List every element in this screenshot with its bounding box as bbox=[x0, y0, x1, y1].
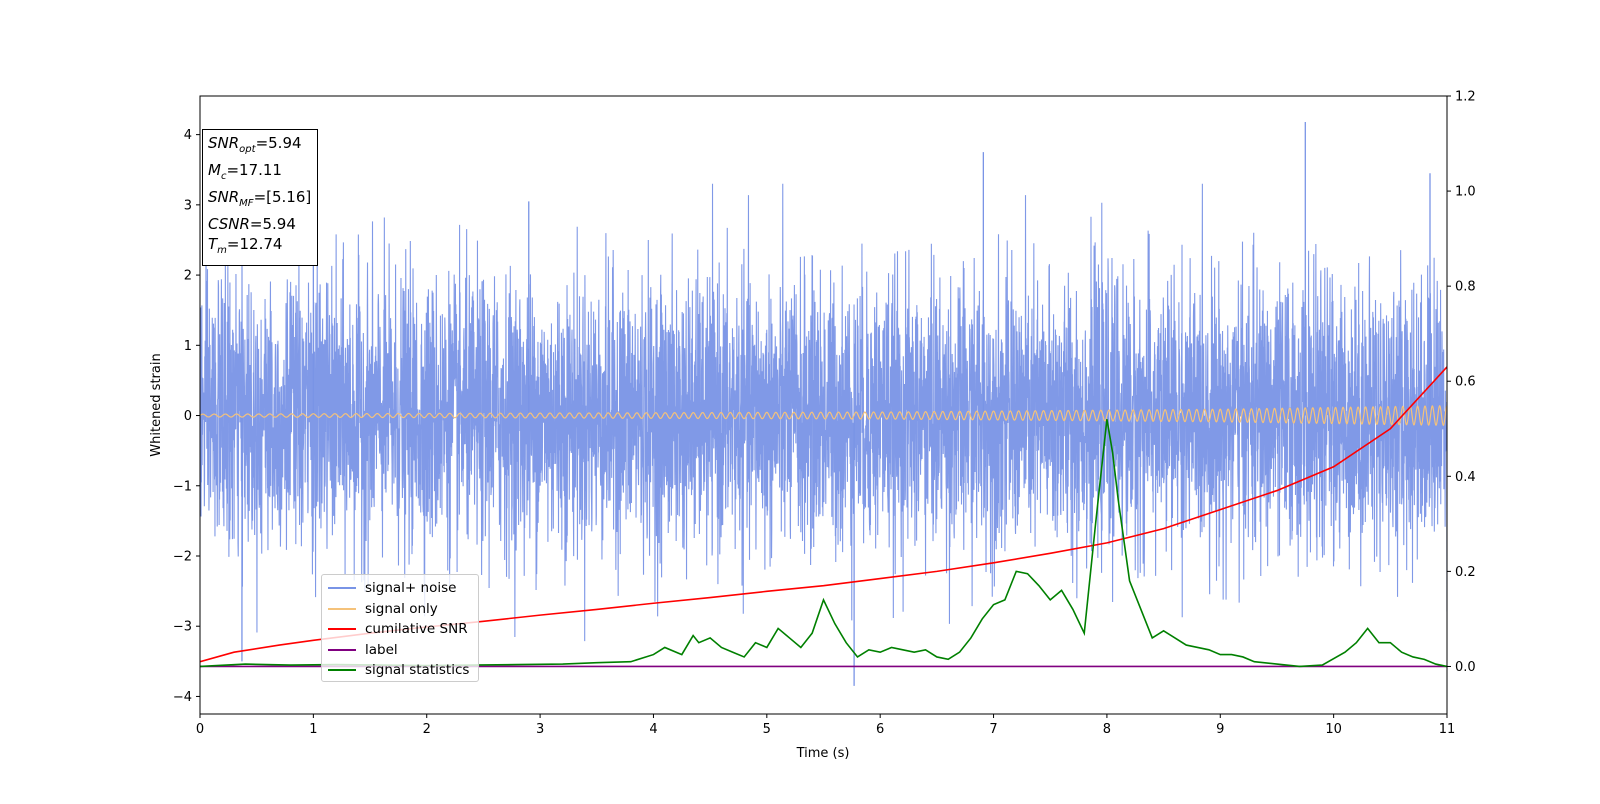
info-row: Mc=17.11 bbox=[208, 160, 311, 187]
x-tick-label: 4 bbox=[649, 722, 657, 737]
legend-item: signal statistics bbox=[328, 661, 469, 679]
info-symbol: T bbox=[208, 235, 218, 253]
info-value: =5.94 bbox=[255, 134, 302, 152]
signal-noise-line bbox=[200, 183, 1447, 642]
legend-item: signal+ noise bbox=[328, 579, 456, 597]
y-tick-label: −1 bbox=[173, 479, 192, 494]
signal-only-line bbox=[200, 405, 1447, 427]
y2-tick-label: 0.8 bbox=[1455, 280, 1476, 295]
info-value: =[5.16] bbox=[253, 188, 312, 206]
legend: signal+ noise signal only cumilative SNR la… bbox=[321, 574, 479, 682]
y-tick-label: 4 bbox=[184, 128, 192, 143]
info-subscript: MF bbox=[239, 198, 254, 209]
y-axis-ticks: −4 −3 −2 −1 0 1 2 3 4 bbox=[173, 128, 200, 705]
legend-label: cumilative SNR bbox=[365, 621, 468, 637]
x-axis-ticks: 0 1 2 3 4 5 6 7 8 9 10 11 bbox=[196, 714, 1455, 737]
y2-tick-label: 0.2 bbox=[1455, 565, 1476, 580]
legend-swatch bbox=[328, 648, 356, 651]
legend-swatch bbox=[328, 607, 356, 610]
signal-noise-series bbox=[200, 121, 1447, 686]
y2-tick-label: 1.2 bbox=[1455, 90, 1476, 105]
legend-item: cumilative SNR bbox=[328, 620, 468, 638]
signal-only-series bbox=[200, 405, 1447, 427]
info-symbol: SNR bbox=[208, 134, 240, 152]
x-tick-label: 2 bbox=[423, 722, 431, 737]
y2-tick-label: 0.6 bbox=[1455, 375, 1476, 390]
legend-item: signal only bbox=[328, 600, 438, 618]
x-tick-label: 3 bbox=[536, 722, 544, 737]
y-tick-label: −3 bbox=[173, 620, 192, 635]
y-tick-label: 1 bbox=[184, 339, 192, 354]
legend-label: signal only bbox=[365, 600, 438, 617]
y-tick-label: 2 bbox=[184, 269, 192, 284]
x-axis-label: Time (s) bbox=[796, 746, 850, 761]
info-value: =5.94 bbox=[249, 215, 296, 233]
legend-swatch bbox=[328, 669, 356, 671]
info-subscript: m bbox=[217, 245, 227, 256]
info-symbol: M bbox=[208, 161, 221, 179]
y-tick-label: 3 bbox=[184, 198, 192, 213]
x-tick-label: 8 bbox=[1103, 722, 1111, 737]
signal-statistics-line bbox=[200, 419, 1447, 668]
legend-swatch bbox=[328, 587, 356, 589]
x-tick-label: 1 bbox=[309, 722, 317, 737]
info-box: SNRopt=5.94 Mc=17.11 SNRMF=[5.16] CSNR=5.94… bbox=[202, 129, 319, 266]
x-tick-label: 6 bbox=[876, 722, 884, 737]
info-value: =12.74 bbox=[226, 235, 283, 253]
y2-axis-ticks: 0.0 0.2 0.4 0.6 0.8 1.0 1.2 bbox=[1447, 90, 1476, 675]
x-tick-label: 9 bbox=[1216, 722, 1224, 737]
info-row: SNRMF=[5.16] bbox=[208, 187, 311, 214]
legend-swatch bbox=[328, 628, 356, 630]
y2-tick-label: 0.4 bbox=[1455, 470, 1476, 485]
info-subscript: c bbox=[220, 171, 227, 182]
x-tick-label: 5 bbox=[763, 722, 771, 737]
y-tick-label: 0 bbox=[184, 409, 192, 424]
y2-tick-label: 1.0 bbox=[1455, 185, 1476, 200]
info-value: =17.11 bbox=[226, 161, 282, 179]
legend-label: label bbox=[365, 641, 398, 658]
info-subscript: opt bbox=[239, 144, 256, 155]
legend-label: signal statistics bbox=[365, 662, 470, 678]
info-row: SNRopt=5.94 bbox=[208, 133, 311, 160]
y-tick-label: −2 bbox=[173, 549, 192, 564]
info-row: Tm=12.74 bbox=[208, 234, 311, 261]
y-axis-label: Whitened strain bbox=[149, 353, 164, 456]
y-tick-label: −4 bbox=[173, 690, 192, 705]
info-row: CSNR=5.94 bbox=[208, 214, 311, 234]
info-symbol: SNR bbox=[208, 188, 240, 206]
x-tick-label: 0 bbox=[196, 722, 204, 737]
x-tick-label: 10 bbox=[1325, 722, 1342, 737]
legend-label: signal+ noise bbox=[365, 580, 457, 596]
x-tick-label: 7 bbox=[989, 722, 997, 737]
y2-tick-label: 0.0 bbox=[1455, 660, 1476, 675]
info-symbol: CSNR bbox=[208, 215, 250, 233]
x-tick-label: 11 bbox=[1439, 722, 1456, 737]
axes-frame bbox=[199, 95, 1448, 715]
legend-item: label bbox=[328, 641, 398, 659]
